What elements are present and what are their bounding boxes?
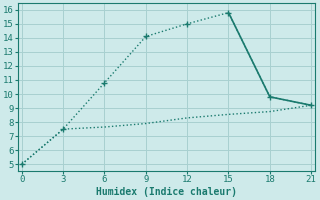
X-axis label: Humidex (Indice chaleur): Humidex (Indice chaleur) bbox=[96, 187, 237, 197]
